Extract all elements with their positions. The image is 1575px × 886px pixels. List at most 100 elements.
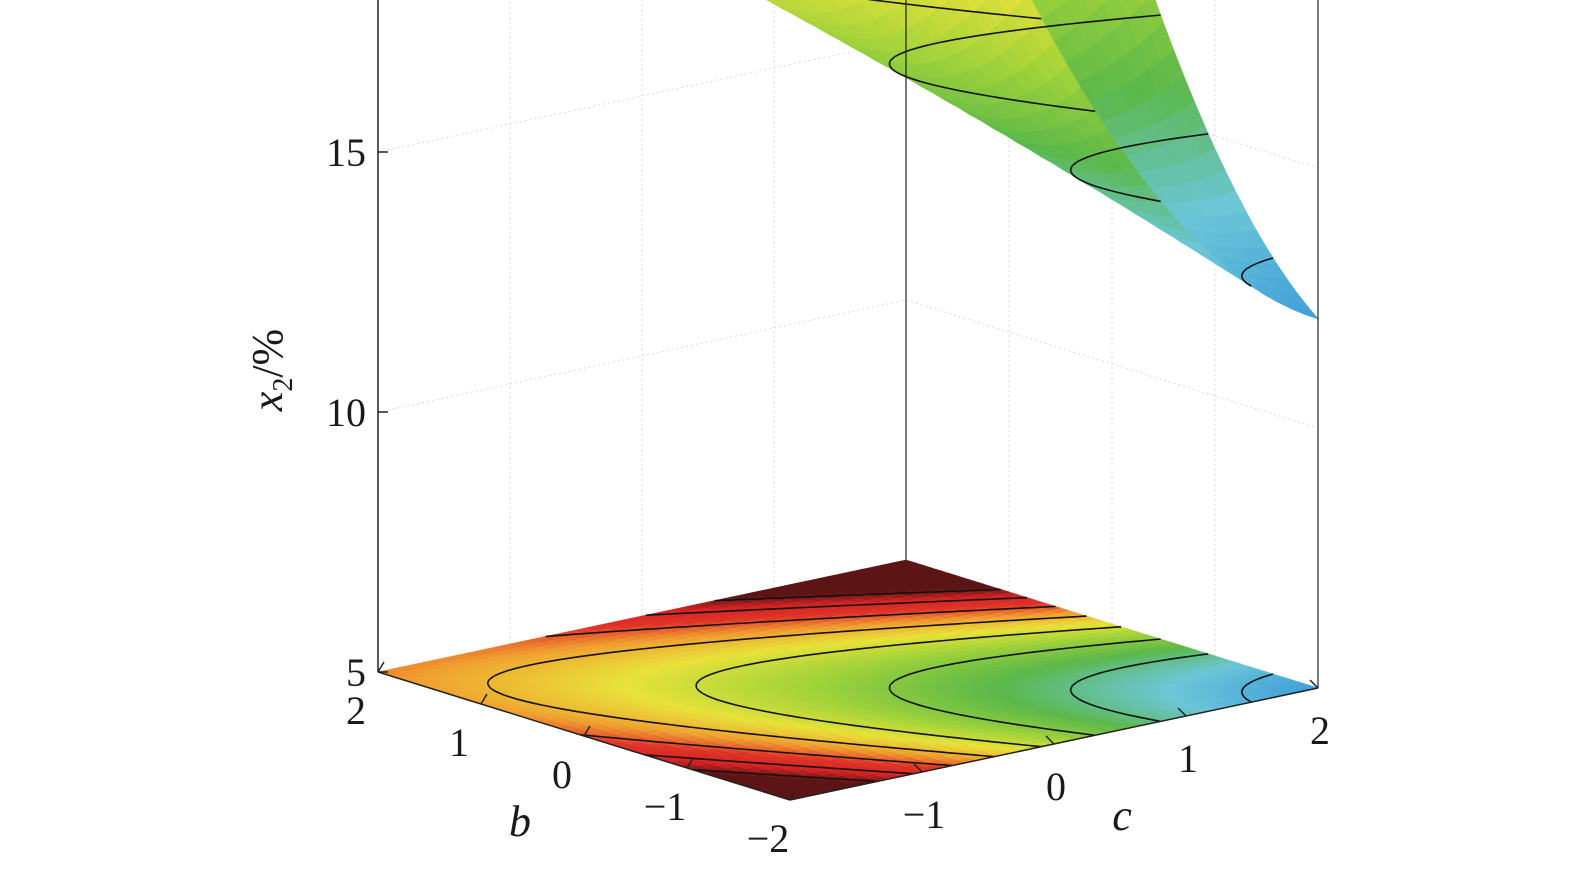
floor-contour-line bbox=[893, 694, 894, 695]
surface-contour-line bbox=[1097, 20, 1103, 21]
floor-contour-line bbox=[718, 747, 726, 748]
floor-contour-line bbox=[677, 644, 688, 645]
floor-contour-line bbox=[654, 628, 666, 629]
floor-contour-line bbox=[746, 749, 755, 750]
floor-contour-line bbox=[1138, 640, 1149, 641]
floor-contour-line bbox=[766, 751, 778, 752]
floor-contour-line bbox=[711, 771, 721, 772]
floor-contour-line bbox=[943, 640, 953, 641]
floor-contour-line bbox=[1097, 628, 1109, 629]
floor-contour-line bbox=[890, 684, 891, 685]
floor-contour-line bbox=[815, 618, 828, 619]
floor-contour-line bbox=[871, 604, 884, 605]
floor-contour-line bbox=[1088, 628, 1097, 629]
floor-contour-line bbox=[1013, 634, 1025, 635]
floor-contour-line bbox=[748, 762, 761, 763]
floor-contour-line bbox=[700, 642, 711, 643]
floor-contour-line bbox=[770, 736, 779, 737]
floor-contour-line bbox=[865, 616, 878, 617]
floor-contour-line bbox=[488, 681, 489, 683]
floor-contour-line bbox=[924, 642, 932, 643]
floor-contour-line bbox=[557, 635, 569, 636]
floor-contour-line bbox=[1115, 642, 1126, 643]
floor-contour-line bbox=[999, 621, 1009, 622]
floor-contour-line bbox=[748, 734, 757, 735]
floor-contour-line bbox=[678, 626, 690, 627]
floor-contour-line bbox=[1129, 641, 1138, 642]
floor-contour-line bbox=[893, 645, 898, 646]
floor-contour-line bbox=[932, 641, 943, 642]
floor-contour-line bbox=[752, 622, 764, 623]
floor-contour-line bbox=[958, 754, 969, 755]
surface-contour-line bbox=[1104, 19, 1115, 20]
floor-contour-line bbox=[845, 605, 858, 606]
floor-contour-line bbox=[928, 751, 934, 752]
floor-contour-line bbox=[748, 773, 760, 774]
floor-contour-line bbox=[754, 750, 766, 751]
floor-contour-line bbox=[827, 618, 837, 619]
surface-contour-line bbox=[889, 61, 890, 64]
floor-contour-line bbox=[1024, 619, 1033, 620]
floor-contour-line bbox=[764, 598, 777, 599]
floor-contour-line bbox=[866, 727, 875, 728]
floor-contour-line bbox=[718, 671, 720, 672]
floor-contour-line bbox=[853, 758, 865, 759]
floor-contour-line bbox=[688, 727, 693, 728]
surface-contour-line bbox=[1152, 200, 1157, 201]
floor-contour-line bbox=[490, 688, 491, 689]
floor-contour-line bbox=[915, 763, 925, 764]
floor-contour-line bbox=[840, 617, 853, 618]
floor-contour-line bbox=[700, 679, 702, 680]
floor-contour-line bbox=[1078, 733, 1085, 734]
floor-contour-line bbox=[1113, 627, 1121, 628]
floor-contour-line bbox=[734, 639, 746, 640]
floor-contour-line bbox=[1242, 688, 1243, 690]
floor-contour-line bbox=[908, 592, 921, 593]
floor-contour-line bbox=[910, 749, 922, 750]
floor-contour-line bbox=[1073, 629, 1085, 630]
floor-contour-line bbox=[805, 634, 812, 635]
surface-contour-line bbox=[1257, 263, 1259, 264]
floor-contour-line bbox=[1012, 620, 1024, 621]
surface-contour-line bbox=[1072, 165, 1073, 166]
floor-contour-line bbox=[547, 706, 552, 707]
surface-contour-line bbox=[1092, 21, 1097, 22]
floor-contour-line bbox=[1043, 606, 1056, 607]
floor-contour-line bbox=[1049, 631, 1061, 632]
floor-contour-line bbox=[890, 614, 903, 615]
floor-contour-line bbox=[890, 761, 902, 762]
floor-contour-line bbox=[910, 602, 923, 603]
floor-contour-line bbox=[829, 632, 838, 633]
floor-contour-line bbox=[1244, 697, 1245, 698]
floor-contour-line bbox=[611, 717, 618, 718]
floor-contour-line bbox=[1072, 694, 1073, 695]
surface-contour-line bbox=[1246, 268, 1247, 269]
surface-contour-line bbox=[911, 49, 914, 50]
floor-contour-line bbox=[605, 631, 617, 632]
floor-contour-line bbox=[664, 756, 672, 757]
floor-contour-line bbox=[710, 697, 713, 698]
floor-contour-line bbox=[658, 742, 664, 743]
floor-contour-line bbox=[684, 758, 697, 759]
surface-contour-line bbox=[1244, 281, 1245, 282]
floor-contour-line bbox=[953, 611, 966, 612]
floor-contour-line bbox=[1149, 639, 1158, 640]
floor-contour-line bbox=[1001, 598, 1014, 599]
floor-contour-line bbox=[966, 638, 978, 639]
floor-contour-line bbox=[875, 746, 887, 747]
floor-contour-line bbox=[769, 636, 781, 637]
floor-contour-line bbox=[717, 611, 730, 612]
floor-contour-line bbox=[859, 648, 865, 649]
floor-contour-line bbox=[1037, 618, 1049, 619]
floor-contour-line bbox=[875, 771, 888, 772]
floor-contour-line bbox=[730, 748, 742, 749]
floor-contour-line bbox=[806, 754, 816, 755]
floor-contour-line bbox=[840, 723, 844, 724]
floor-contour-line bbox=[975, 599, 988, 600]
floor-contour-line bbox=[886, 603, 897, 604]
floor-contour-line bbox=[1096, 674, 1098, 675]
floor-contour-line bbox=[756, 609, 768, 610]
floor-contour-line bbox=[889, 685, 890, 688]
